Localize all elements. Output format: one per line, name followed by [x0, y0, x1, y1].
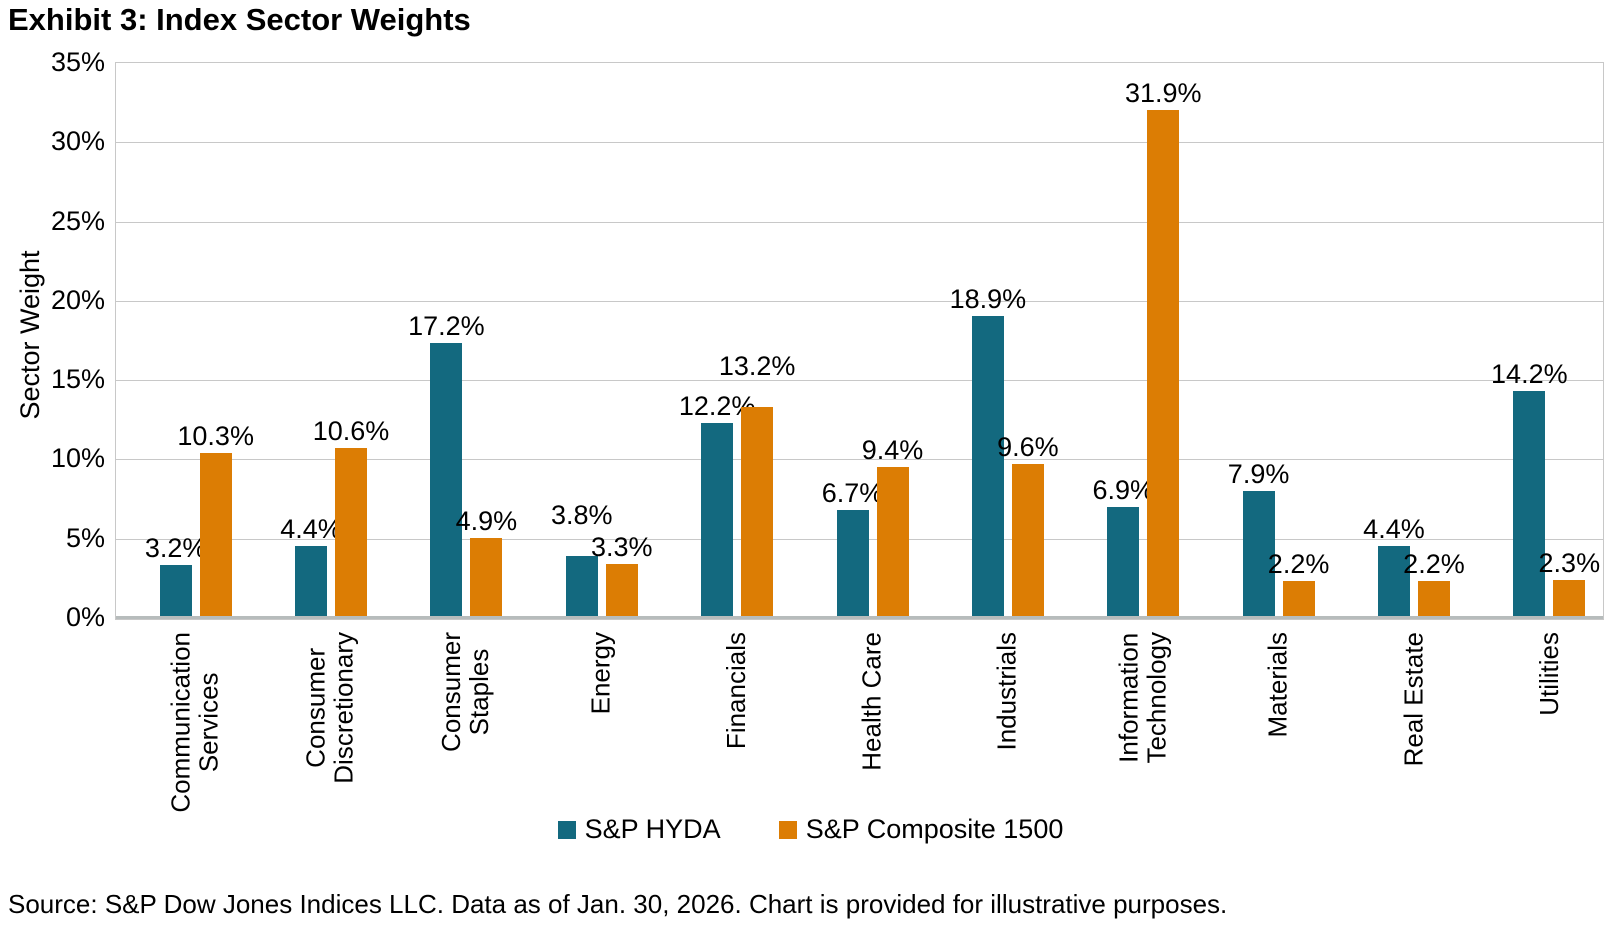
plot-area: 3.2% 10.3% 4.4% 10.6% 17.2% 4.9% 3.8% 3.3% 12.2%…: [115, 62, 1604, 620]
bar-value-label: 10.6%: [312, 415, 390, 446]
source-note: Source: S&P Dow Jones Indices LLC. Data …: [8, 889, 1228, 919]
bar-s-p-composite-1500-communication-services: [199, 452, 232, 616]
bar-s-p-composite-1500-materials: [1282, 581, 1315, 616]
y-tick-label: 35%: [50, 47, 105, 77]
bar-value-label: 2.3%: [1538, 547, 1601, 578]
bar-value-label: 3.8%: [550, 499, 613, 530]
gridline: [116, 459, 1603, 461]
x-axis-category-label-industrials: Industrials: [991, 632, 1022, 751]
bar-value-label: 14.2%: [1491, 358, 1568, 389]
bar-value-label: 6.7%: [821, 477, 884, 508]
bar-value-label: 2.2%: [1267, 549, 1330, 580]
bar-value-label: 17.2%: [408, 311, 485, 342]
bar-s-p-composite-1500-real-estate: [1417, 581, 1450, 616]
bar-value-label: 6.9%: [1092, 474, 1154, 505]
x-axis-category-label-utilities: Utilities: [1533, 632, 1564, 716]
x-axis-category-label-information-technology: Information Technology: [1113, 632, 1172, 764]
bar-s-p-composite-1500-industrials: [1011, 463, 1044, 616]
bar-s-p-hyda-industrials: [971, 316, 1004, 616]
bar-value-label: 9.6%: [997, 431, 1059, 462]
bar-s-p-hyda-materials: [1242, 490, 1275, 616]
bar-s-p-hyda-energy: [565, 555, 598, 616]
bar-value-label: 3.3%: [590, 531, 653, 562]
legend-swatch-sp-hyda: [557, 820, 576, 839]
bar-s-p-hyda-real-estate: [1377, 546, 1410, 616]
legend-label-sp-composite-1500: S&P Composite 1500: [805, 814, 1064, 844]
gridline: [116, 142, 1603, 144]
bar-value-label: 9.4%: [861, 434, 924, 465]
x-axis-category-label-energy: Energy: [585, 632, 616, 715]
gridline: [116, 300, 1603, 302]
x-axis-category-label-consumer-staples: Consumer Staples: [436, 632, 495, 752]
y-tick-label: 0%: [65, 602, 105, 632]
legend-item-sp-composite-1500: S&P Composite 1500: [778, 814, 1064, 845]
bar-value-label: 10.3%: [177, 420, 254, 451]
legend: S&P HYDA S&P Composite 1500: [0, 814, 1621, 845]
bar-value-label: 4.9%: [455, 506, 518, 537]
y-tick-label: 15%: [50, 364, 105, 395]
bar-s-p-composite-1500-utilities: [1553, 579, 1586, 616]
bar-s-p-hyda-health-care: [836, 509, 869, 616]
gridline: [116, 221, 1603, 223]
bar-s-p-composite-1500-financials: [741, 406, 774, 616]
bar-s-p-composite-1500-health-care: [876, 466, 909, 616]
bar-value-label: 4.4%: [280, 514, 342, 545]
y-tick-label: 10%: [50, 443, 105, 474]
bar-s-p-hyda-financials: [701, 422, 734, 616]
bar-s-p-hyda-consumer-discretionary: [295, 546, 328, 616]
x-axis-category-label-consumer-discretionary: Consumer Discretionary: [301, 632, 360, 784]
y-tick-label: 25%: [50, 205, 105, 236]
legend-item-sp-hyda: S&P HYDA: [557, 814, 721, 845]
y-tick-label: 5%: [65, 522, 105, 553]
x-axis-category-label-materials: Materials: [1262, 632, 1293, 738]
bar-s-p-composite-1500-consumer-staples: [470, 538, 503, 616]
bar-s-p-composite-1500-consumer-discretionary: [335, 447, 368, 616]
legend-swatch-sp-composite-1500: [778, 820, 797, 839]
bar-s-p-hyda-consumer-staples: [430, 343, 463, 616]
bar-s-p-composite-1500-information-technology: [1147, 110, 1180, 616]
bar-s-p-hyda-information-technology: [1107, 506, 1140, 616]
bar-value-label: 31.9%: [1124, 78, 1202, 109]
x-axis-category-label-health-care: Health Care: [856, 632, 887, 771]
x-axis-category-label-financials: Financials: [721, 632, 752, 750]
bar-value-label: 18.9%: [949, 284, 1027, 315]
x-axis-category-label-communication-services: Communication Services: [165, 632, 224, 813]
bar-value-label: 13.2%: [718, 350, 796, 381]
gridline: [116, 380, 1603, 382]
bar-value-label: 4.4%: [1363, 514, 1425, 545]
bar-value-label: 7.9%: [1227, 458, 1290, 489]
x-axis-line: [116, 616, 1603, 619]
bar-value-label: 3.2%: [144, 533, 207, 564]
bar-s-p-hyda-communication-services: [159, 565, 192, 616]
bar-s-p-composite-1500-energy: [605, 563, 638, 616]
legend-label-sp-hyda: S&P HYDA: [584, 814, 721, 844]
y-tick-label: 30%: [50, 126, 105, 157]
y-tick-label: 20%: [50, 284, 105, 315]
x-axis-category-label-real-estate: Real Estate: [1397, 632, 1428, 767]
chart-title: Exhibit 3: Index Sector Weights: [8, 2, 471, 37]
bar-s-p-hyda-utilities: [1513, 390, 1546, 616]
bar-value-label: 2.2%: [1403, 549, 1465, 580]
